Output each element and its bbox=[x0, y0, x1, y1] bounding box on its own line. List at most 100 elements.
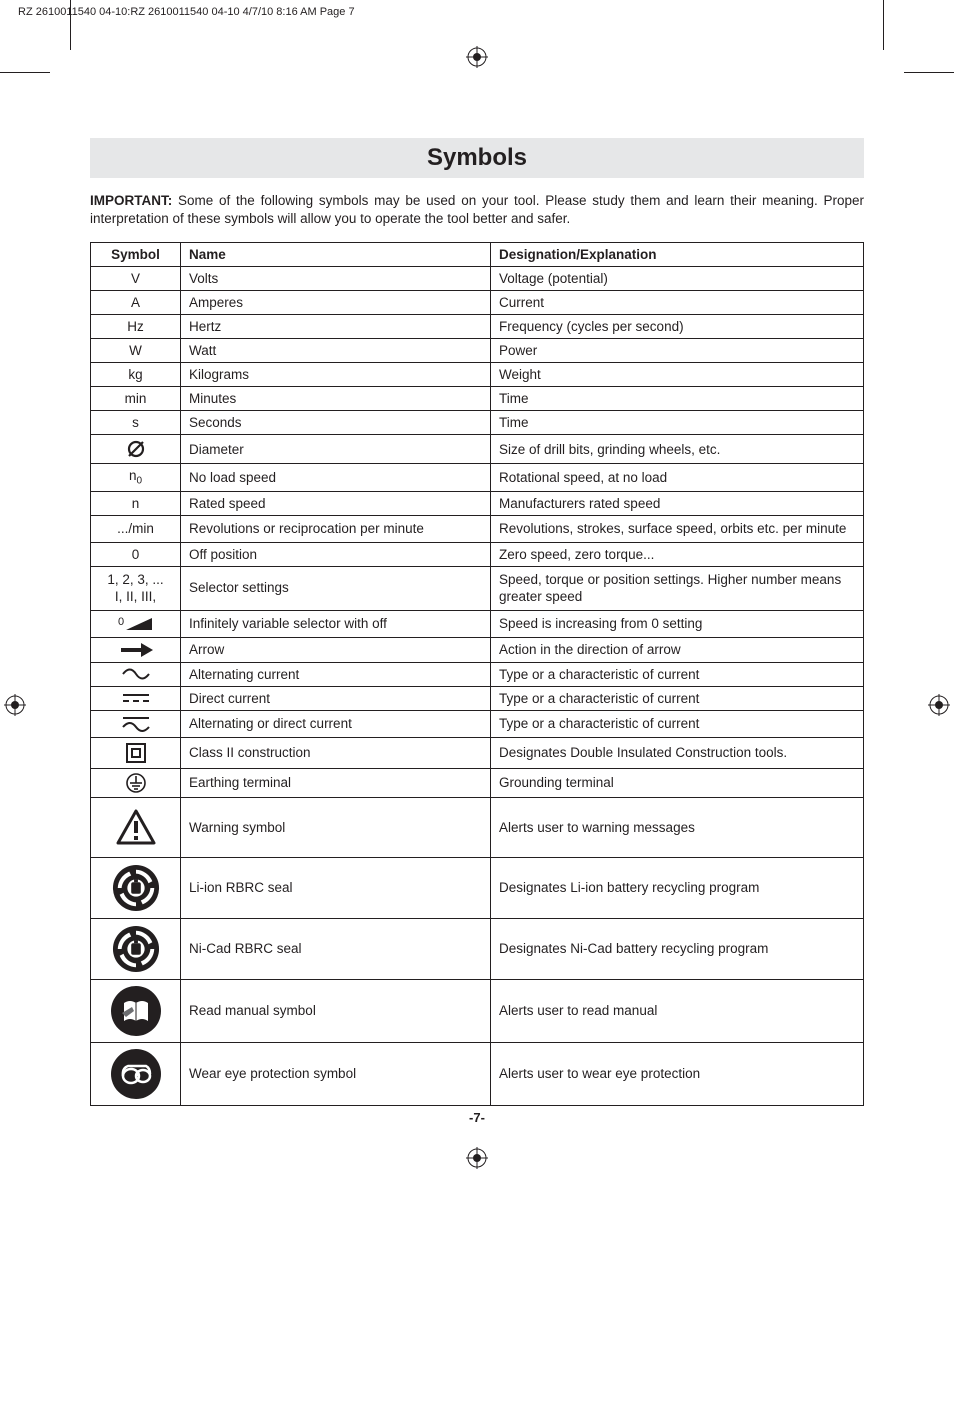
name-cell: Minutes bbox=[181, 387, 491, 411]
name-cell: Seconds bbox=[181, 411, 491, 435]
intro-body: Some of the following symbols may be use… bbox=[90, 193, 864, 226]
desc-cell: Size of drill bits, grinding wheels, etc… bbox=[491, 435, 864, 464]
table-row: Direct currentType or a characteristic o… bbox=[91, 686, 864, 710]
name-cell: Li-ion RBRC seal bbox=[181, 857, 491, 918]
symbol-cell: V bbox=[91, 267, 181, 291]
desc-cell: Speed, torque or position settings. High… bbox=[491, 566, 864, 610]
name-cell: Class II construction bbox=[181, 737, 491, 768]
symbol-cell: kg bbox=[91, 363, 181, 387]
name-cell: Earthing terminal bbox=[181, 768, 491, 797]
symbol-cell bbox=[91, 797, 181, 857]
symbol-cell bbox=[91, 662, 181, 686]
desc-cell: Alerts user to wear eye protection bbox=[491, 1042, 864, 1105]
table-row: n0No load speedRotational speed, at no l… bbox=[91, 464, 864, 492]
desc-cell: Zero speed, zero torque... bbox=[491, 542, 864, 566]
symbol-cell bbox=[91, 637, 181, 662]
table-row: Warning symbolAlerts user to warning mes… bbox=[91, 797, 864, 857]
table-row: 1, 2, 3, ...I, II, III,Selector settings… bbox=[91, 566, 864, 610]
desc-cell: Alerts user to read manual bbox=[491, 979, 864, 1042]
svg-text:0: 0 bbox=[118, 616, 124, 628]
symbol-cell: 0 bbox=[91, 610, 181, 637]
table-row: 0Off positionZero speed, zero torque... bbox=[91, 542, 864, 566]
desc-cell: Type or a characteristic of current bbox=[491, 662, 864, 686]
table-row: HzHertzFrequency (cycles per second) bbox=[91, 315, 864, 339]
symbol-cell: Hz bbox=[91, 315, 181, 339]
desc-cell: Power bbox=[491, 339, 864, 363]
name-cell: Infinitely variable selector with off bbox=[181, 610, 491, 637]
table-row: Read manual symbolAlerts user to read ma… bbox=[91, 979, 864, 1042]
page-header-meta: RZ 2610011540 04-10:RZ 2610011540 04-10 … bbox=[0, 0, 954, 18]
col-header-designation: Designation/Explanation bbox=[491, 243, 864, 267]
desc-cell: Designates Double Insulated Construction… bbox=[491, 737, 864, 768]
name-cell: Off position bbox=[181, 542, 491, 566]
name-cell: Revolutions or reciprocation per minute bbox=[181, 516, 491, 543]
table-row: AAmperesCurrent bbox=[91, 291, 864, 315]
page-number: -7- bbox=[90, 1110, 864, 1125]
col-header-symbol: Symbol bbox=[91, 243, 181, 267]
table-row: WWattPower bbox=[91, 339, 864, 363]
registration-mark-icon bbox=[466, 46, 488, 74]
desc-cell: Type or a characteristic of current bbox=[491, 686, 864, 710]
table-row: .../minRevolutions or reciprocation per … bbox=[91, 516, 864, 543]
desc-cell: Manufacturers rated speed bbox=[491, 492, 864, 516]
table-row: DiameterSize of drill bits, grinding whe… bbox=[91, 435, 864, 464]
table-row: Wear eye protection symbolAlerts user to… bbox=[91, 1042, 864, 1105]
desc-cell: Rotational speed, at no load bbox=[491, 464, 864, 492]
name-cell: Arrow bbox=[181, 637, 491, 662]
symbol-cell: n bbox=[91, 492, 181, 516]
name-cell: Volts bbox=[181, 267, 491, 291]
registration-mark-icon bbox=[4, 694, 26, 722]
symbols-table: Symbol Name Designation/Explanation VVol… bbox=[90, 242, 864, 1105]
symbol-cell bbox=[91, 1042, 181, 1105]
section-title-bar: Symbols bbox=[90, 138, 864, 178]
section-title: Symbols bbox=[90, 144, 864, 172]
symbol-cell: min bbox=[91, 387, 181, 411]
name-cell: No load speed bbox=[181, 464, 491, 492]
symbol-cell: 1, 2, 3, ...I, II, III, bbox=[91, 566, 181, 610]
name-cell: Watt bbox=[181, 339, 491, 363]
symbol-cell: .../min bbox=[91, 516, 181, 543]
name-cell: Hertz bbox=[181, 315, 491, 339]
name-cell: Wear eye protection symbol bbox=[181, 1042, 491, 1105]
name-cell: Rated speed bbox=[181, 492, 491, 516]
desc-cell: Type or a characteristic of current bbox=[491, 710, 864, 737]
table-row: Ni-Cad RBRC sealDesignates Ni-Cad batter… bbox=[91, 918, 864, 979]
table-row: Earthing terminalGrounding terminal bbox=[91, 768, 864, 797]
table-row: Class II constructionDesignates Double I… bbox=[91, 737, 864, 768]
desc-cell: Action in the direction of arrow bbox=[491, 637, 864, 662]
table-row: Li-ion RBRC sealDesignates Li-ion batter… bbox=[91, 857, 864, 918]
desc-cell: Time bbox=[491, 411, 864, 435]
table-row: Alternating currentType or a characteris… bbox=[91, 662, 864, 686]
desc-cell: Time bbox=[491, 387, 864, 411]
symbol-cell bbox=[91, 710, 181, 737]
col-header-name: Name bbox=[181, 243, 491, 267]
name-cell: Kilograms bbox=[181, 363, 491, 387]
symbol-cell: A bbox=[91, 291, 181, 315]
symbol-cell bbox=[91, 768, 181, 797]
table-row: minMinutesTime bbox=[91, 387, 864, 411]
symbol-cell bbox=[91, 857, 181, 918]
desc-cell: Speed is increasing from 0 setting bbox=[491, 610, 864, 637]
desc-cell: Designates Li-ion battery recycling prog… bbox=[491, 857, 864, 918]
table-row: 0 Infinitely variable selector with offSp… bbox=[91, 610, 864, 637]
symbol-cell: W bbox=[91, 339, 181, 363]
name-cell: Selector settings bbox=[181, 566, 491, 610]
table-row: nRated speedManufacturers rated speed bbox=[91, 492, 864, 516]
symbol-cell: s bbox=[91, 411, 181, 435]
desc-cell: Designates Ni-Cad battery recycling prog… bbox=[491, 918, 864, 979]
desc-cell: Weight bbox=[491, 363, 864, 387]
table-row: kgKilogramsWeight bbox=[91, 363, 864, 387]
desc-cell: Alerts user to warning messages bbox=[491, 797, 864, 857]
name-cell: Amperes bbox=[181, 291, 491, 315]
name-cell: Alternating current bbox=[181, 662, 491, 686]
registration-mark-icon bbox=[928, 694, 950, 722]
name-cell: Diameter bbox=[181, 435, 491, 464]
desc-cell: Grounding terminal bbox=[491, 768, 864, 797]
table-row: ArrowAction in the direction of arrow bbox=[91, 637, 864, 662]
desc-cell: Revolutions, strokes, surface speed, orb… bbox=[491, 516, 864, 543]
intro-paragraph: IMPORTANT: Some of the following symbols… bbox=[90, 192, 864, 228]
symbol-cell: 0 bbox=[91, 542, 181, 566]
table-row: VVoltsVoltage (potential) bbox=[91, 267, 864, 291]
desc-cell: Frequency (cycles per second) bbox=[491, 315, 864, 339]
name-cell: Warning symbol bbox=[181, 797, 491, 857]
